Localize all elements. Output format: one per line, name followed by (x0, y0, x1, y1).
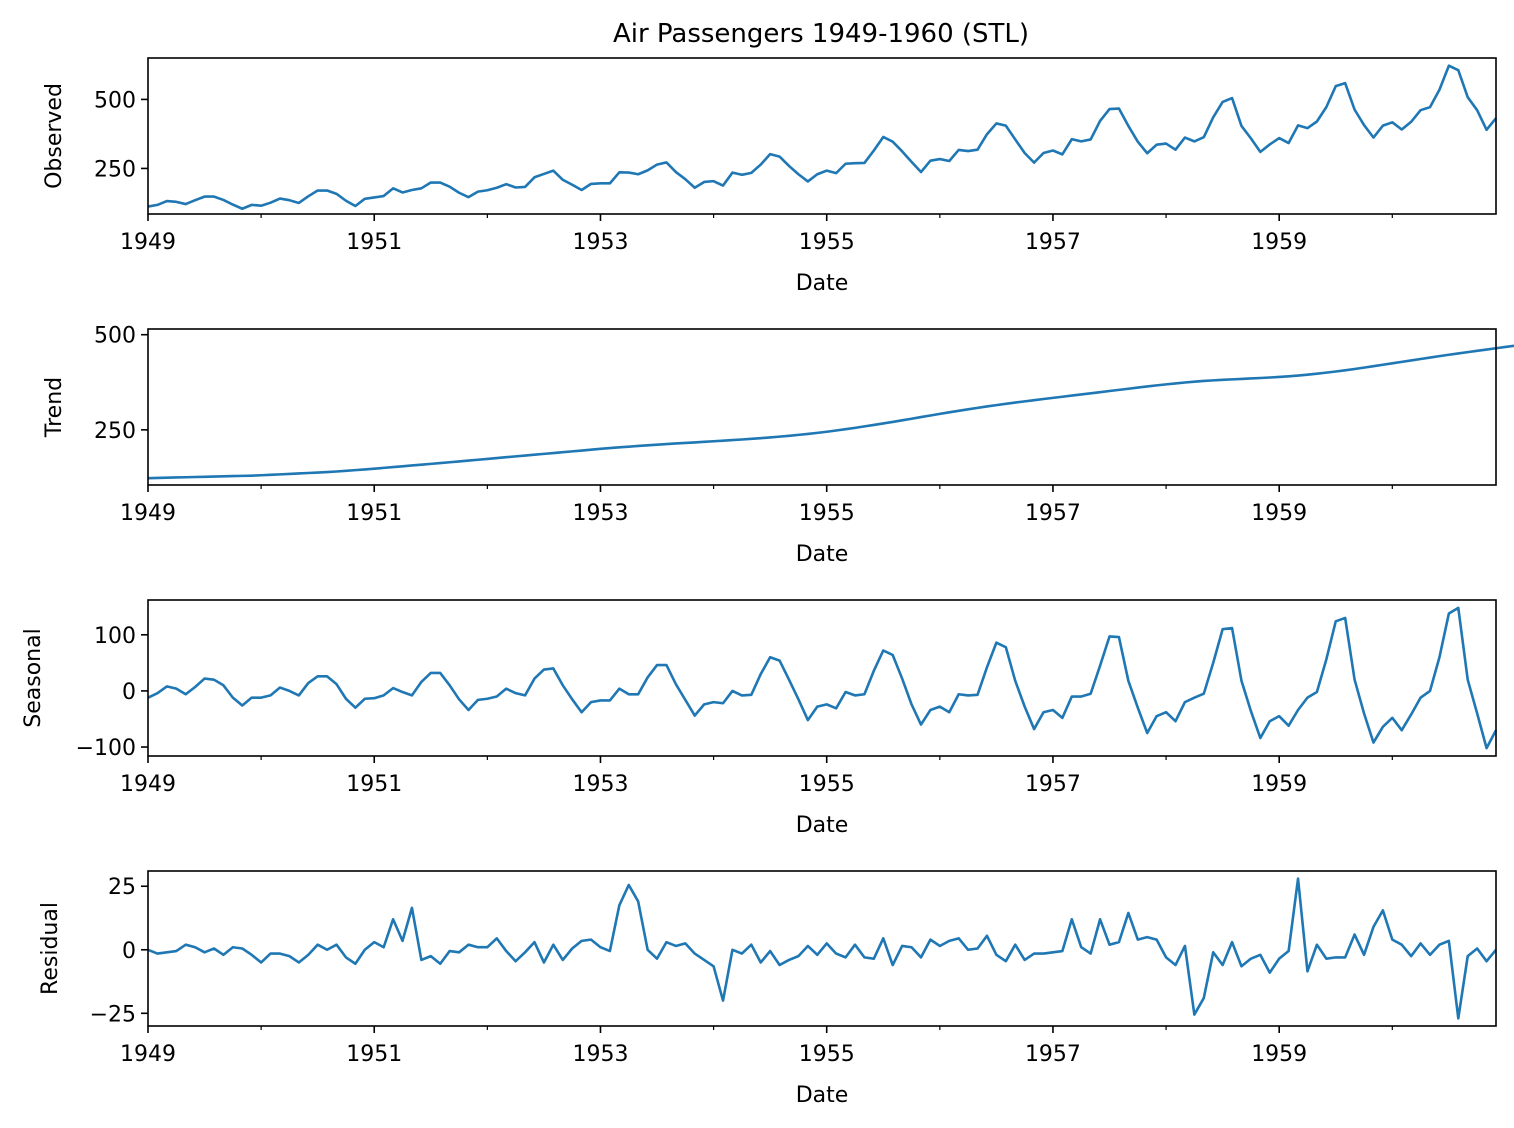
x-tick-label: 1957 (1025, 1042, 1081, 1067)
x-tick-label: 1959 (1251, 230, 1307, 255)
y-tick-label: 250 (94, 157, 136, 182)
series-line (147, 606, 1498, 750)
x-tick-label: 1953 (572, 501, 628, 526)
x-tick-label: 1949 (120, 1042, 176, 1067)
x-tick-label: 1957 (1025, 230, 1081, 255)
x-tick-label: 1955 (799, 772, 855, 797)
y-axis-label: Trend (42, 377, 67, 438)
x-tick-label: 1949 (120, 501, 176, 526)
x-tick-label: 1949 (120, 772, 176, 797)
series-line (147, 344, 1514, 480)
x-tick-label: 1957 (1025, 501, 1081, 526)
x-tick-label: 1955 (799, 1042, 855, 1067)
x-tick-label: 1959 (1251, 772, 1307, 797)
y-tick-label: 250 (94, 419, 136, 444)
x-tick-label: 1951 (346, 230, 402, 255)
x-axis-label: Date (796, 542, 849, 567)
x-axis-label: Date (796, 1083, 849, 1108)
x-tick-label: 1953 (572, 772, 628, 797)
x-tick-label: 1959 (1251, 1042, 1307, 1067)
x-axis-label: Date (796, 271, 849, 296)
x-tick-label: 1951 (346, 1042, 402, 1067)
y-tick-label: 500 (94, 324, 136, 349)
panel-residual: 1949 1951 1953 1955 1957 1959 −25 0 25 Date Residu… (38, 870, 1498, 1108)
y-axis-label: Observed (42, 83, 67, 189)
x-tick-label: 1949 (120, 230, 176, 255)
x-tick-label: 1951 (346, 501, 402, 526)
y-axis-label: Residual (38, 902, 63, 995)
axes-frame (147, 57, 1497, 215)
axes-frame (147, 599, 1497, 757)
axes-frame (147, 870, 1497, 1027)
x-tick-label: 1953 (572, 230, 628, 255)
x-axis-label: Date (796, 813, 849, 838)
y-tick-label: 0 (122, 680, 136, 705)
y-tick-label: −25 (90, 1002, 136, 1027)
x-tick-label: 1959 (1251, 501, 1307, 526)
y-axis-label: Seasonal (21, 628, 46, 727)
series-line (147, 64, 1498, 211)
x-tick-label: 1955 (799, 230, 855, 255)
axes-frame (147, 328, 1497, 486)
panel-trend: 1949 1951 1953 1955 1957 1959 250 500 Date Trend (42, 324, 1514, 567)
panel-seasonal: 1949 1951 1953 1955 1957 1959 −100 0 100 Date Seas… (21, 599, 1498, 838)
x-tick-label: 1955 (799, 501, 855, 526)
y-tick-label: 100 (94, 624, 136, 649)
x-tick-label: 1957 (1025, 772, 1081, 797)
x-tick-label: 1953 (572, 1042, 628, 1067)
y-tick-label: 0 (122, 939, 136, 964)
panel-observed: 1949 1951 1953 1955 1957 1959 250 500 Date Observ… (42, 57, 1498, 296)
y-tick-label: 25 (108, 875, 136, 900)
figure-title: Air Passengers 1949-1960 (STL) (613, 19, 1029, 49)
y-tick-label: −100 (76, 736, 136, 761)
x-tick-label: 1951 (346, 772, 402, 797)
y-tick-label: 500 (94, 88, 136, 113)
series-line (147, 877, 1498, 1020)
